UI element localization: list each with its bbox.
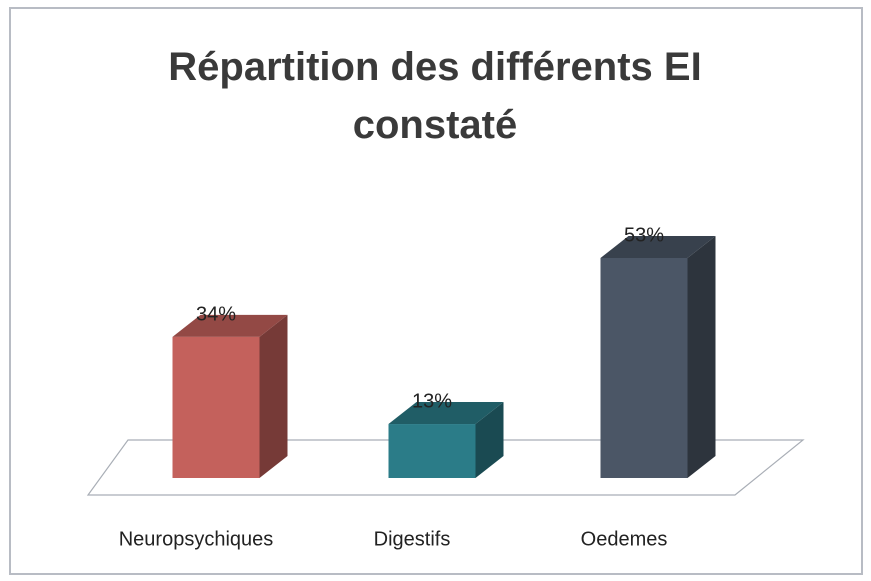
x-tick-label: Neuropsychiques — [119, 528, 274, 550]
bar-front — [172, 336, 260, 478]
bar-side — [475, 402, 504, 478]
data-label: 34% — [196, 304, 236, 326]
bar — [388, 402, 504, 478]
bar-front — [388, 424, 476, 478]
bar — [600, 236, 716, 478]
x-tick-label: Oedemes — [581, 528, 668, 550]
chart-title: Répartition des différents EI constaté — [168, 45, 702, 147]
bar-side — [259, 314, 288, 478]
bar-top — [172, 314, 288, 337]
bar — [172, 314, 288, 478]
bar-top — [388, 402, 504, 425]
bar-front — [600, 258, 688, 478]
bar-top — [600, 236, 716, 258]
data-label: 53% — [624, 225, 664, 247]
bar-side — [687, 236, 716, 478]
x-tick-label: Digestifs — [374, 528, 451, 550]
data-label: 13% — [412, 391, 452, 413]
